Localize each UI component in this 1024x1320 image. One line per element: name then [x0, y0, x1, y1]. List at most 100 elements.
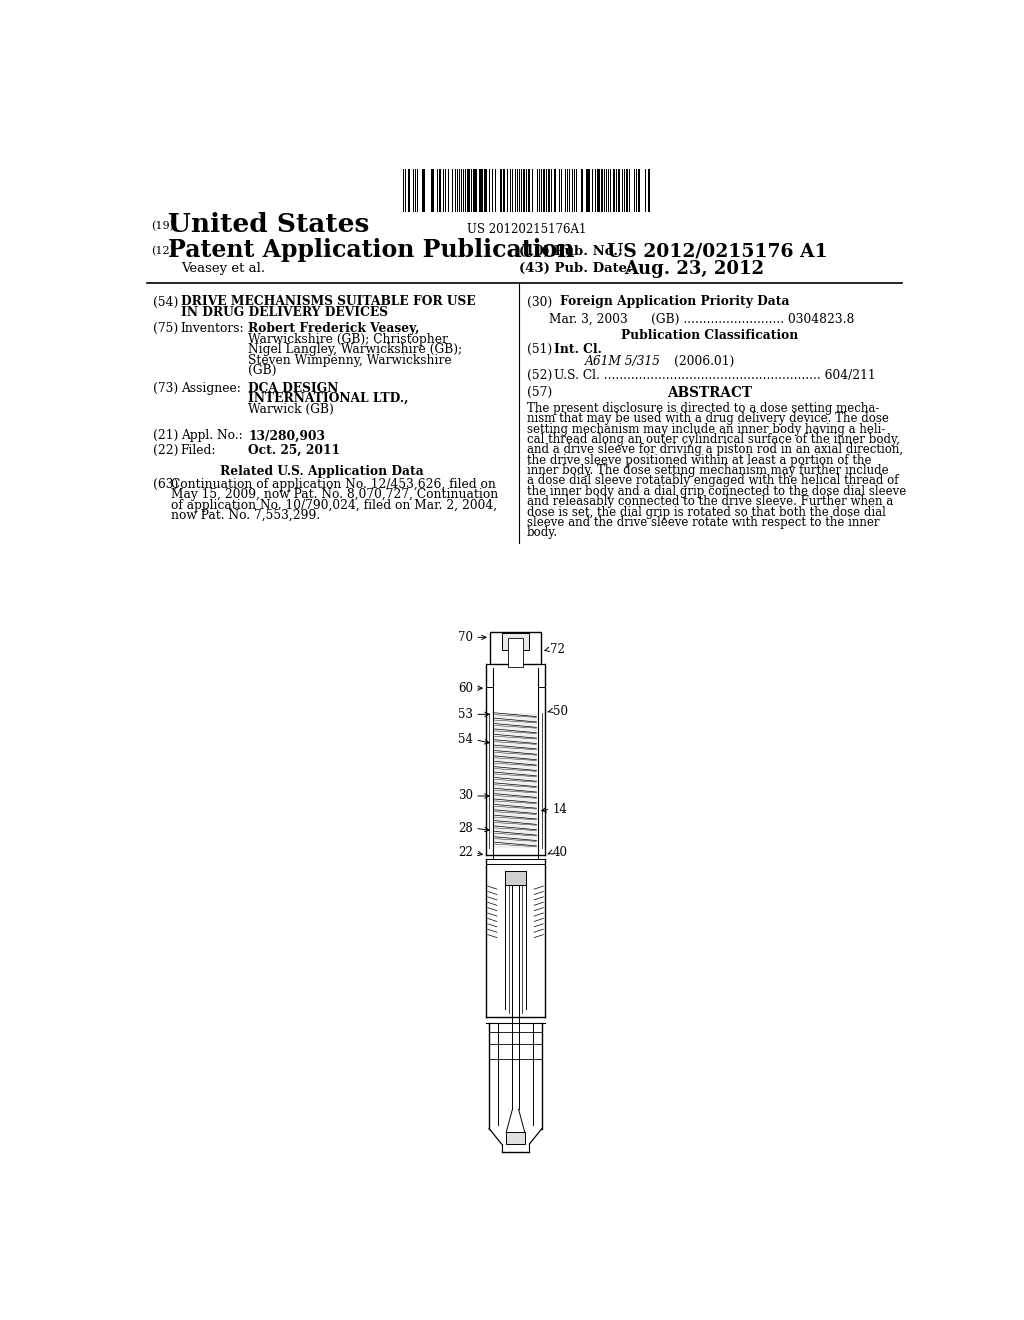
Text: (54): (54) [153, 296, 178, 309]
Bar [489, 632, 541, 664]
Bar [627, 169, 628, 211]
Text: INTERNATIONAL LTD.,: INTERNATIONAL LTD., [248, 392, 409, 405]
Text: (43) Pub. Date:: (43) Pub. Date: [518, 263, 632, 276]
Bar [518, 169, 520, 211]
Bar [485, 169, 486, 211]
Text: Steven Wimpenny, Warwickshire: Steven Wimpenny, Warwickshire [248, 354, 452, 367]
Text: sleeve and the drive sleeve rotate with respect to the inner: sleeve and the drive sleeve rotate with … [527, 516, 880, 529]
Text: 50: 50 [553, 705, 567, 718]
Text: cal thread along an outer cylindrical surface of the inner body,: cal thread along an outer cylindrical su… [527, 433, 900, 446]
Text: Warwickshire (GB); Christopher: Warwickshire (GB); Christopher [248, 333, 449, 346]
Text: (12): (12) [152, 247, 174, 256]
Bar [502, 634, 529, 651]
Bar [586, 169, 588, 211]
Text: Oct. 25, 2011: Oct. 25, 2011 [248, 444, 340, 457]
Text: and a drive sleeve for driving a piston rod in an axial direction,: and a drive sleeve for driving a piston … [527, 444, 903, 457]
Text: 14: 14 [553, 803, 567, 816]
Bar [494, 713, 538, 847]
Bar [607, 169, 609, 211]
Bar [589, 169, 590, 211]
Bar [508, 638, 523, 668]
Bar [598, 169, 600, 211]
Bar [523, 169, 524, 211]
Bar [566, 169, 568, 211]
Text: Appl. No.:: Appl. No.: [180, 429, 243, 442]
Text: setting mechanism may include an inner body having a heli-: setting mechanism may include an inner b… [527, 422, 886, 436]
Text: ABSTRACT: ABSTRACT [667, 387, 752, 400]
Bar [581, 169, 583, 211]
Text: Assignee:: Assignee: [180, 381, 241, 395]
Text: of application No. 10/790,024, filed on Mar. 2, 2004,: of application No. 10/790,024, filed on … [171, 499, 497, 512]
Text: (30): (30) [527, 296, 552, 309]
Bar [512, 169, 513, 211]
Bar [500, 169, 502, 211]
Text: 13/280,903: 13/280,903 [248, 429, 326, 442]
Text: (10) Pub. No.:: (10) Pub. No.: [518, 244, 623, 257]
Text: the drive sleeve positioned within at least a portion of the: the drive sleeve positioned within at le… [527, 454, 871, 467]
Text: IN DRUG DELIVERY DEVICES: IN DRUG DELIVERY DEVICES [180, 306, 388, 319]
Text: 54: 54 [458, 733, 473, 746]
Text: Related U.S. Application Data: Related U.S. Application Data [220, 465, 424, 478]
Text: Veasey et al.: Veasey et al. [180, 263, 265, 276]
Bar [467, 169, 470, 211]
Text: Mar. 3, 2003      (GB) .......................... 0304823.8: Mar. 3, 2003 (GB) ......................… [549, 313, 854, 326]
Text: United States: United States [168, 211, 370, 236]
Text: 30: 30 [458, 789, 473, 803]
Text: 40: 40 [553, 846, 567, 859]
Bar [431, 169, 432, 211]
Text: the inner body and a dial grip connected to the dose dial sleeve: the inner body and a dial grip connected… [527, 484, 906, 498]
Text: a dose dial sleeve rotatably engaged with the helical thread of: a dose dial sleeve rotatably engaged wit… [527, 474, 899, 487]
Text: Robert Frederick Veasey,: Robert Frederick Veasey, [248, 322, 420, 335]
Bar [506, 1133, 524, 1144]
Text: DRIVE MECHANISMS SUITABLE FOR USE: DRIVE MECHANISMS SUITABLE FOR USE [180, 296, 475, 309]
Text: Publication Classification: Publication Classification [621, 330, 798, 342]
Text: Nigel Langley, Warwickshire (GB);: Nigel Langley, Warwickshire (GB); [248, 343, 463, 356]
Text: body.: body. [527, 527, 558, 540]
Bar [479, 169, 480, 211]
Text: U.S. Cl. ........................................................ 604/211: U.S. Cl. ...............................… [554, 368, 876, 381]
Bar [503, 169, 505, 211]
Text: nism that may be used with a drug delivery device. The dose: nism that may be used with a drug delive… [527, 412, 889, 425]
Text: US 2012/0215176 A1: US 2012/0215176 A1 [607, 243, 827, 261]
Text: US 20120215176A1: US 20120215176A1 [467, 223, 587, 236]
Text: (73): (73) [153, 381, 178, 395]
Bar [629, 169, 630, 211]
Text: Aug. 23, 2012: Aug. 23, 2012 [624, 260, 764, 279]
Text: Warwick (GB): Warwick (GB) [248, 403, 334, 416]
Bar [548, 169, 550, 211]
Text: and releasably connected to the drive sleeve. Further when a: and releasably connected to the drive sl… [527, 495, 893, 508]
Bar [474, 169, 477, 211]
Text: (52): (52) [527, 368, 553, 381]
Text: Continuation of application No. 12/453,626, filed on: Continuation of application No. 12/453,6… [171, 478, 496, 491]
Text: Inventors:: Inventors: [180, 322, 245, 335]
Text: (2006.01): (2006.01) [675, 355, 735, 368]
Bar [442, 169, 444, 211]
Text: 28: 28 [458, 822, 473, 834]
Text: (GB): (GB) [248, 364, 276, 378]
Text: May 15, 2009, now Pat. No. 8,070,727, Continuation: May 15, 2009, now Pat. No. 8,070,727, Co… [171, 488, 498, 502]
Text: (57): (57) [527, 387, 552, 400]
Text: (51): (51) [527, 343, 552, 356]
Bar [531, 169, 534, 211]
Text: (19): (19) [152, 220, 174, 231]
Text: inner body. The dose setting mechanism may further include: inner body. The dose setting mechanism m… [527, 465, 889, 477]
Text: (22): (22) [153, 444, 178, 457]
Bar [423, 169, 425, 211]
Text: (21): (21) [153, 429, 178, 442]
Text: Foreign Application Priority Data: Foreign Application Priority Data [560, 296, 790, 309]
Bar [495, 169, 496, 211]
Text: Patent Application Publication: Patent Application Publication [168, 238, 574, 261]
Text: Filed:: Filed: [180, 444, 216, 457]
Bar [505, 871, 526, 884]
Text: 72: 72 [550, 643, 565, 656]
Bar [481, 169, 483, 211]
Bar [408, 169, 410, 211]
Text: (63): (63) [153, 478, 178, 491]
Text: Int. Cl.: Int. Cl. [554, 343, 602, 356]
Bar [554, 169, 556, 211]
Bar [638, 169, 640, 211]
Bar [544, 169, 545, 211]
Bar [613, 169, 614, 211]
Bar [559, 169, 560, 211]
Text: (75): (75) [153, 322, 178, 335]
